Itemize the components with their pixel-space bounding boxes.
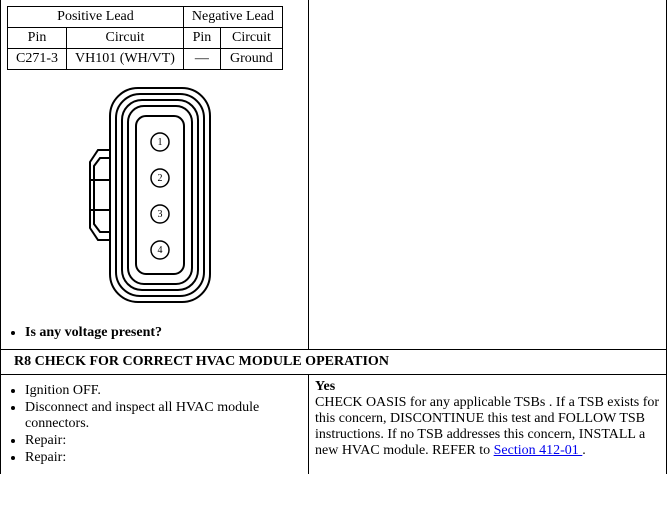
step-item: Repair:	[25, 450, 302, 466]
pos-pin-value: C271-3	[8, 49, 67, 70]
pos-circuit-header: Circuit	[67, 28, 184, 49]
steps-cell: Ignition OFF. Disconnect and inspect all…	[1, 375, 309, 475]
section-header-cell: R8 CHECK FOR CORRECT HVAC MODULE OPERATI…	[1, 350, 667, 375]
pin-1-label: 1	[157, 137, 162, 148]
question-list: Is any voltage present?	[25, 325, 302, 341]
negative-lead-header: Negative Lead	[183, 7, 282, 28]
voltage-question: Is any voltage present?	[25, 325, 302, 341]
result-text-2: .	[582, 443, 586, 458]
diagnostic-table: Positive Lead Negative Lead Pin Circuit …	[0, 0, 667, 474]
lead-measurement-table: Positive Lead Negative Lead Pin Circuit …	[7, 6, 283, 70]
neg-circuit-header: Circuit	[220, 28, 282, 49]
connector-icon: 1 2 3 4	[70, 80, 240, 310]
step-item: Repair:	[25, 433, 302, 449]
pin-2-label: 2	[157, 173, 162, 184]
pin-3-label: 3	[157, 209, 162, 220]
pin-4-label: 4	[157, 245, 162, 256]
step-item: Disconnect and inspect all HVAC module c…	[25, 400, 302, 432]
result-text-1: CHECK OASIS for any applicable TSBs . If…	[315, 395, 659, 458]
pos-pin-header: Pin	[8, 28, 67, 49]
result-cell: Yes CHECK OASIS for any applicable TSBs …	[309, 375, 667, 475]
neg-pin-value: —	[183, 49, 220, 70]
section-link[interactable]: Section 412-01	[494, 443, 583, 458]
neg-circuit-value: Ground	[220, 49, 282, 70]
section-id: R8	[14, 354, 31, 369]
step-item: Ignition OFF.	[25, 383, 302, 399]
connector-diagram: 1 2 3 4	[7, 80, 302, 315]
right-cell-top	[309, 0, 667, 350]
result-yes-label: Yes	[315, 379, 660, 395]
steps-list: Ignition OFF. Disconnect and inspect all…	[25, 383, 302, 466]
left-cell-top: Positive Lead Negative Lead Pin Circuit …	[1, 0, 309, 350]
pos-circuit-value: VH101 (WH/VT)	[67, 49, 184, 70]
section-title: CHECK FOR CORRECT HVAC MODULE OPERATION	[35, 354, 389, 369]
neg-pin-header: Pin	[183, 28, 220, 49]
positive-lead-header: Positive Lead	[8, 7, 184, 28]
